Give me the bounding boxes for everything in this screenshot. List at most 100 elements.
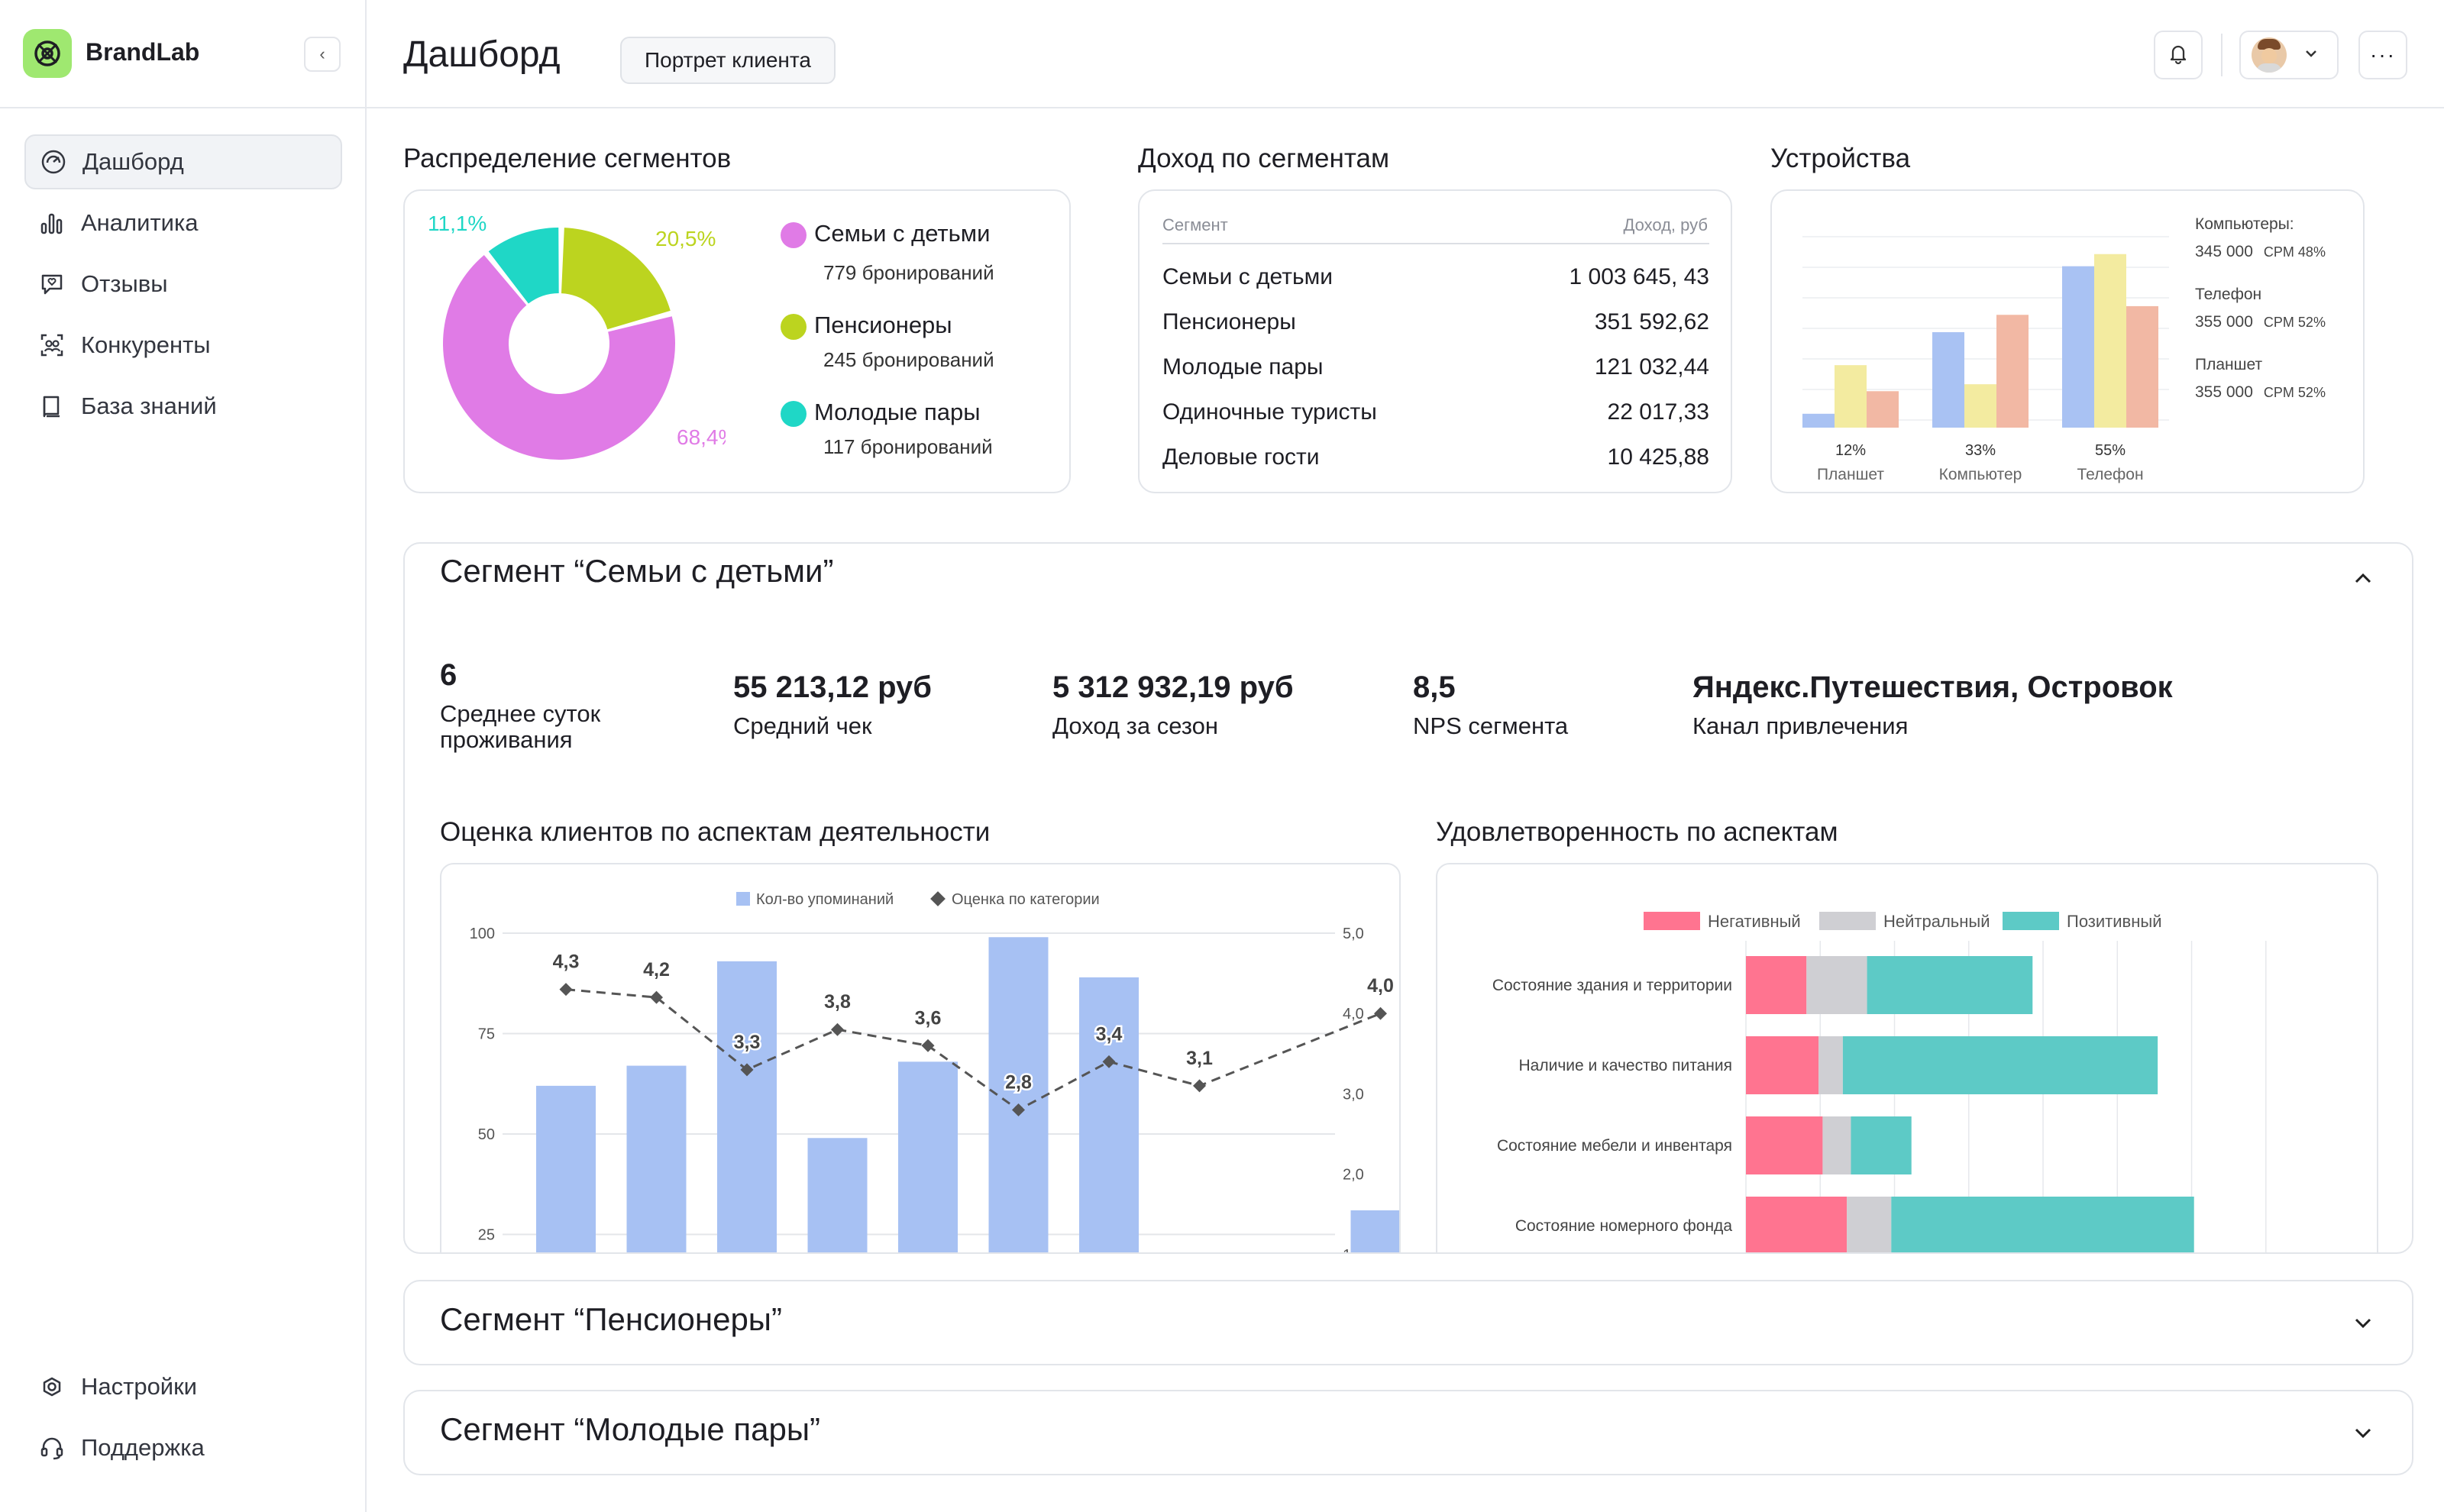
device-bar [1964,384,1996,428]
gear-icon [38,1373,66,1401]
sidebar-item-support[interactable]: Поддержка [24,1420,342,1475]
segment-couples-accordion[interactable]: Сегмент “Молодые пары” [403,1390,2413,1475]
mentions-bar [1079,977,1139,1252]
device-value: 345 000 [2195,243,2253,260]
device-value: 355 000 [2195,383,2253,401]
table-row: Молодые пары 121 032,44 [1162,354,1709,380]
mentions-bar [717,961,777,1252]
dashboard-icon [40,148,67,176]
sidebar-item-label: Отзывы [81,270,168,297]
satisfaction-segment [1746,956,1807,1014]
stat-value: Яндекс.Путешествия, Островок [1692,670,2173,704]
satisfaction-segment [1746,1036,1819,1094]
category-label: Состояние здания и территории [1492,977,1732,994]
y-left-tick: 50 [478,1126,495,1143]
legend-pensioners: Пенсионеры [781,312,952,340]
satisfaction-segment [1851,1116,1912,1174]
chevron-down-icon [2349,1309,2377,1340]
device-note-label: Компьютеры: [2195,215,2294,233]
user-menu-button[interactable] [2239,31,2339,79]
satisfaction-stacked-chart: Негативный Нейтральный Позитивный Состояние… [1492,912,2267,1252]
app-name: BrandLab [86,38,200,66]
score-label: 3,1 [1186,1048,1213,1069]
table-cell-segment: Деловые гости [1162,444,1320,470]
sidebar-divider [0,107,367,108]
score-label: 4,3 [553,951,580,973]
legend-swatch [1819,912,1876,930]
table-row: Одиночные туристы 22 017,33 [1162,399,1709,425]
device-cpm: CPM 48% [2263,244,2326,260]
legend-label: Молодые пары [814,399,981,425]
income-title: Доход по сегментам [1138,144,1390,173]
sidebar-item-reviews[interactable]: Отзывы [24,257,342,312]
mentions-bar [807,1138,868,1252]
table-cell-income: 351 592,62 [1594,309,1709,334]
category-label: Состояние номерного фонда [1515,1217,1732,1235]
sidebar-item-settings[interactable]: Настройки [24,1359,342,1414]
segment-families-title[interactable]: Сегмент “Семьи с детьми” [440,553,834,589]
score-label: 3,4 [1096,1023,1123,1045]
headset-icon [38,1434,66,1462]
y-right-tick: 5,0 [1343,926,1364,942]
device-bar [1835,365,1867,428]
device-cpm: CPM 52% [2263,315,2326,330]
sidebar-item-label: База знаний [81,393,217,419]
score-label: 4,2 [643,959,670,981]
sidebar-item-dashboard[interactable]: Дашборд [24,134,342,189]
y-right-tick: 4,0 [1343,1006,1364,1023]
segment-pensioners-title: Сегмент “Пенсионеры” [440,1301,782,1337]
topbar-divider [2221,34,2223,76]
satisfaction-segment [1746,1116,1823,1174]
distribution-card: 68,4% 20,5% 11,1% Семьи с детьми 779 брони… [403,189,1071,493]
legend-label: Пенсионеры [814,312,952,338]
satisfaction-segment [1867,956,2033,1014]
client-portrait-button[interactable]: Портрет клиента [620,37,836,84]
score-label: 3,6 [915,1007,942,1029]
satisfaction-segment [1806,956,1867,1014]
legend-pensioners-count: 245 бронирований [823,348,994,371]
legend-label: Нейтральный [1883,912,1990,931]
devices-title: Устройства [1770,144,1911,173]
chevron-down-icon [2349,1419,2377,1450]
header-divider [367,107,2444,108]
sidebar-item-analytics[interactable]: Аналитика [24,195,342,250]
segment-donut-chart: 68,4% 20,5% 11,1% [428,212,726,460]
satisfaction-chart-title: Удовлетворенность по аспектам [1436,817,1838,847]
score-marker [1102,1055,1116,1068]
distribution-title: Распределение сегментов [403,144,732,173]
donut-slice [488,228,559,304]
segment-pensioners-accordion[interactable]: Сегмент “Пенсионеры” [403,1280,2413,1365]
income-card: Сегмент Доход, руб Семьи с детьми 1 003 6… [1138,189,1732,493]
sidebar: BrandLab ‹ Дашборд Аналитика Отзывы Конк… [0,0,367,1512]
device-category-label: Телефон [2077,466,2143,483]
table-cell-income: 22 017,33 [1607,399,1709,425]
notifications-button[interactable] [2154,31,2203,79]
donut-percent-label: 68,4% [677,425,726,449]
collapse-sidebar-button[interactable]: ‹ [304,37,341,72]
knowledge-base-icon [38,393,66,420]
column-header-income: Доход, руб [1623,215,1708,234]
sidebar-item-label: Аналитика [81,209,199,236]
legend-dot [781,400,807,427]
chevron-down-icon [2302,44,2320,66]
chevron-up-icon [2349,573,2377,596]
brandlab-logo-icon[interactable] [23,29,72,78]
device-bar [1996,315,2029,428]
column-header-segment: Сегмент [1162,215,1228,234]
sidebar-item-label: Поддержка [81,1434,205,1461]
score-marker [650,990,663,1004]
legend-couples-count: 117 бронирований [823,435,993,458]
stat-label: NPS сегмента [1413,712,1569,739]
collapse-segment-button[interactable] [2349,565,2377,596]
sidebar-item-knowledge-base[interactable]: База знаний [24,379,342,434]
device-percent-label: 12% [1835,442,1866,459]
sidebar-item-competitors[interactable]: Конкуренты [24,318,342,373]
legend-families: Семьи с детьми [781,220,990,248]
score-marker [740,1063,754,1077]
legend-marker [930,891,946,906]
y-left-tick: 25 [478,1227,495,1244]
device-bar [1802,413,1835,428]
more-options-button[interactable]: ··· [2358,31,2407,79]
sidebar-item-label: Настройки [81,1373,198,1400]
bell-icon [2167,42,2190,69]
